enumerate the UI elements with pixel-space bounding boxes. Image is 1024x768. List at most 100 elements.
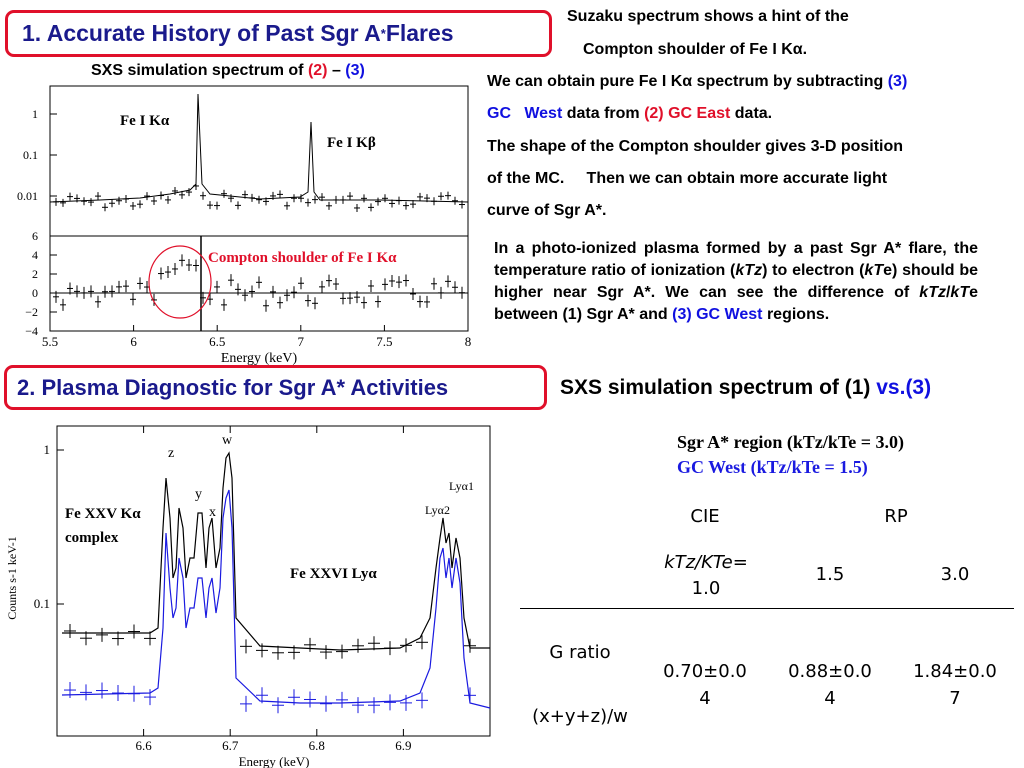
p2-f: (2) GC East — [644, 105, 731, 122]
plot2-xtick-label: 6.9 — [395, 738, 411, 753]
table-g-rp2: 1.84±0.0 7 — [900, 658, 1010, 712]
table-col-rp: RP — [884, 506, 908, 527]
table-g-rp1: 0.88±0.0 4 — [775, 658, 885, 712]
section2-right-title: SXS simulation spectrum of (1) vs.(3) — [560, 376, 931, 400]
label-lya2: Lyα2 — [425, 503, 450, 517]
plot2-xtick-label: 6.7 — [222, 738, 239, 753]
plot2-chart: 0.11 6.6 6.7 6.8 6.9 w z y x Lyα1 Lyα2 Fe X… — [5, 425, 491, 768]
table-g-cie-b: 4 — [699, 688, 711, 709]
plot1-top-ytick-label: 0.1 — [23, 148, 38, 162]
table-g-rp2-b: 7 — [949, 688, 961, 709]
plot1-xtick-label: 5.5 — [42, 334, 58, 349]
table-ratio-rp2: 3.0 — [940, 564, 970, 585]
plot2-xlabel: Energy (keV) — [239, 754, 310, 768]
plot1-bottom-ytick-label: −2 — [25, 305, 38, 319]
section1-title-tail: Flares — [385, 20, 454, 46]
plot1-caption-a: (2) — [307, 62, 328, 79]
section1-title: 1. Accurate History of Past Sgr A — [22, 20, 381, 46]
plot1-xtick-label: 8 — [465, 334, 472, 349]
table-g-rp1-a: 0.88±0.0 — [788, 661, 872, 682]
table-g-rp2-a: 1.84±0.0 — [913, 661, 997, 682]
table-g-label2: (x+y+z)/w — [532, 706, 628, 727]
section1-title-box: 1. Accurate History of Past Sgr A * Flare… — [5, 10, 552, 57]
plot2-xtick-label: 6.6 — [135, 738, 152, 753]
plot1-bottom-ytick-label: −4 — [25, 324, 38, 338]
p4-e: e — [883, 262, 892, 279]
table-g-cie: 0.70±0.0 4 — [650, 658, 760, 712]
label-x: x — [209, 505, 216, 520]
plot1-bottom-ytick-label: 6 — [32, 229, 38, 243]
label-y: y — [195, 487, 202, 502]
p2-c: GC — [487, 105, 511, 122]
plot1-top-ytick-label: 0.01 — [17, 189, 38, 203]
plot1-bottom-ytick-label: 0 — [32, 286, 38, 300]
paragraph-photo-ionized: In a photo-ionized plasma formed by a pa… — [494, 238, 978, 326]
p4-b: ) to electron ( — [762, 262, 865, 279]
plot2-xticks: 6.6 6.7 6.8 6.9 — [135, 426, 412, 753]
p4-ratio2: kT — [950, 284, 970, 301]
plot2-series-sgra — [62, 451, 490, 651]
plot1-bottom-ytick-label: 2 — [32, 267, 38, 281]
section2-title-box: 2. Plasma Diagnostic for Sgr A* Activiti… — [4, 365, 547, 410]
paragraph-compton-shape: The shape of the Compton shoulder gives … — [487, 131, 1017, 227]
table-g-rp1-b: 4 — [824, 688, 836, 709]
plot1-model-line — [49, 93, 469, 203]
plot1-bottom-points — [53, 254, 465, 312]
p3-a: The shape of the Compton shoulder gives … — [487, 138, 904, 155]
p2-e: data from — [562, 105, 645, 122]
p4-e2: e — [969, 284, 978, 301]
plot2-ytick-label: 1 — [44, 442, 51, 457]
plot2-yticks: 0.11 — [34, 442, 64, 611]
table-g-cie-a: 0.70±0.0 — [663, 661, 747, 682]
table-divider — [520, 608, 1014, 609]
p4-f: regions. — [762, 306, 830, 323]
table-ratio-label-line2: 1.0 — [691, 578, 721, 599]
plot1-xticks: 5.5 6 6.5 7 7.5 8 — [42, 325, 471, 349]
p4-a: In a photo-ionized plasma formed by a pa… — [494, 240, 978, 279]
label-compton-shoulder: Compton shoulder of Fe I Kα — [208, 250, 397, 266]
s2-title-c: (3) — [905, 376, 932, 399]
plot1-bottom-ytick-label: 4 — [32, 248, 38, 262]
p4-d: between (1) Sgr A* and — [494, 306, 673, 323]
p4-ratio: kTz — [919, 284, 946, 301]
plot1-top-ytick-label: 1 — [32, 107, 38, 121]
label-z: z — [168, 446, 174, 461]
plot1-top-yticks: 0.01 0.1 1 — [17, 107, 57, 203]
plot2-ytick-label: 0.1 — [34, 596, 50, 611]
table-g-label: G ratio — [549, 642, 611, 663]
p2-a: We can obtain pure Fe I Kα spectrum by s… — [487, 73, 888, 90]
p3-b: of the MC. Then we can obtain more accur… — [487, 170, 888, 187]
legend-sgra: Sgr A* region (kTz/kTe = 3.0) — [677, 432, 904, 452]
p2-g: data. — [730, 105, 773, 122]
suzaku-line2: Compton shoulder of Fe I Kα. — [583, 41, 808, 58]
table-ratio-rp1: 1.5 — [815, 564, 845, 585]
p3-c: curve of Sgr A*. — [487, 202, 607, 219]
plot1-bottom-yticks: −4 −2 0 2 4 6 — [25, 229, 57, 338]
label-fe-kalpha: Fe I Kα — [120, 113, 170, 129]
section1-title-sup: * — [380, 26, 386, 41]
plot1-xtick-label: 7.5 — [376, 334, 392, 349]
plot1-caption-pre: SXS simulation spectrum of — [91, 62, 308, 79]
label-fe-xxv: Fe XXV Kα — [65, 506, 141, 522]
p4-blue: (3) GC West — [672, 306, 763, 323]
table-ratio-label-line1: kTz/KTe= — [664, 552, 748, 573]
plot1-xtick-label: 6.5 — [209, 334, 225, 349]
plot1-caption-mid: – — [327, 62, 346, 79]
plot2-points — [64, 623, 476, 714]
compton-shoulder-circle — [148, 245, 212, 319]
plot1-chart: 0.01 0.1 1 −4 −2 0 2 4 6 5.5 6 6.5 7 7.5 8 Fe I Kα F… — [17, 85, 471, 366]
p4-ktz: kTz — [735, 262, 763, 279]
plot2-xtick-label: 6.8 — [309, 738, 325, 753]
s2-title-b: vs. — [876, 376, 906, 399]
label-w: w — [222, 433, 233, 448]
p4-c: ) should be higher near Sgr A*. We can s… — [494, 262, 979, 301]
plot2-series-gcwest — [61, 489, 491, 709]
plot1-xtick-label: 6 — [130, 334, 137, 349]
legend-gcwest: GC West (kTz/kTe = 1.5) — [677, 457, 868, 477]
table-col-cie: CIE — [690, 506, 720, 527]
plot1-top-points — [53, 181, 465, 212]
table-ratio-label: kTz/KTe= 1.0 — [648, 550, 764, 602]
plot1-caption-b: (3) — [345, 62, 365, 79]
label-fe-kbeta: Fe I Kβ — [327, 135, 376, 151]
label-complex: complex — [65, 530, 119, 546]
